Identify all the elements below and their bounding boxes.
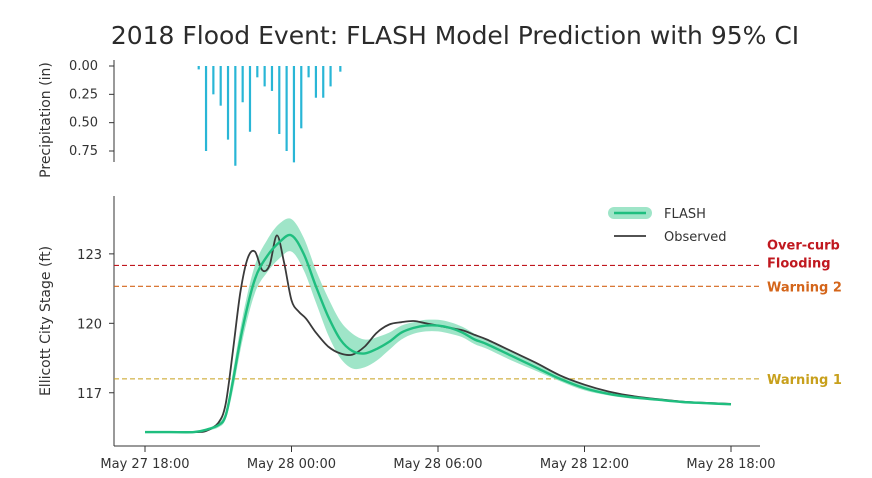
precip-y-tick-label: 0.75 bbox=[69, 144, 98, 159]
legend-observed-label: Observed bbox=[664, 230, 727, 245]
stage-y-tick-label: 117 bbox=[77, 387, 102, 402]
stage-x-ticks: May 27 18:00 May 28 00:00 May 28 06:00 May … bbox=[100, 446, 776, 472]
chart-title: 2018 Flood Event: FLASH Model Prediction… bbox=[111, 21, 799, 50]
threshold-label: Warning 2 bbox=[767, 280, 842, 295]
legend: FLASH Observed bbox=[608, 207, 727, 245]
stage-x-tick-label: May 27 18:00 bbox=[100, 457, 189, 472]
threshold-label: Over-curb Flooding bbox=[767, 238, 840, 271]
legend-flash-label: FLASH bbox=[664, 207, 706, 222]
stage-y-ticks: 117 120 123 bbox=[77, 248, 114, 402]
stage-y-tick-label: 120 bbox=[77, 317, 102, 332]
stage-y-tick-label: 123 bbox=[77, 248, 102, 263]
threshold-label: Warning 1 bbox=[767, 373, 842, 388]
stage-x-tick-label: May 28 12:00 bbox=[540, 457, 629, 472]
stage-x-tick-label: May 28 18:00 bbox=[686, 457, 775, 472]
stage-panel: Ellicott City Stage (ft) 117 120 123 May 2… bbox=[38, 196, 842, 472]
precip-y-tick-label: 0.00 bbox=[69, 59, 98, 74]
flash-line bbox=[145, 233, 732, 434]
precipitation-panel: Precipitation (in) 0.00 0.25 0.50 0.75 bbox=[38, 59, 342, 178]
precip-y-tick-label: 0.25 bbox=[69, 87, 98, 102]
stage-y-label: Ellicott City Stage (ft) bbox=[38, 246, 54, 396]
precip-bars bbox=[197, 66, 342, 166]
precip-y-ticks: 0.00 0.25 0.50 0.75 bbox=[69, 59, 114, 159]
stage-x-tick-label: May 28 00:00 bbox=[247, 457, 336, 472]
threshold-lines: Over-curb Flooding Warning 2 Warning 1 bbox=[114, 238, 842, 388]
precip-y-tick-label: 0.50 bbox=[69, 116, 98, 131]
observed-line bbox=[145, 234, 732, 434]
precip-y-label: Precipitation (in) bbox=[38, 62, 54, 178]
stage-x-tick-label: May 28 06:00 bbox=[393, 457, 482, 472]
